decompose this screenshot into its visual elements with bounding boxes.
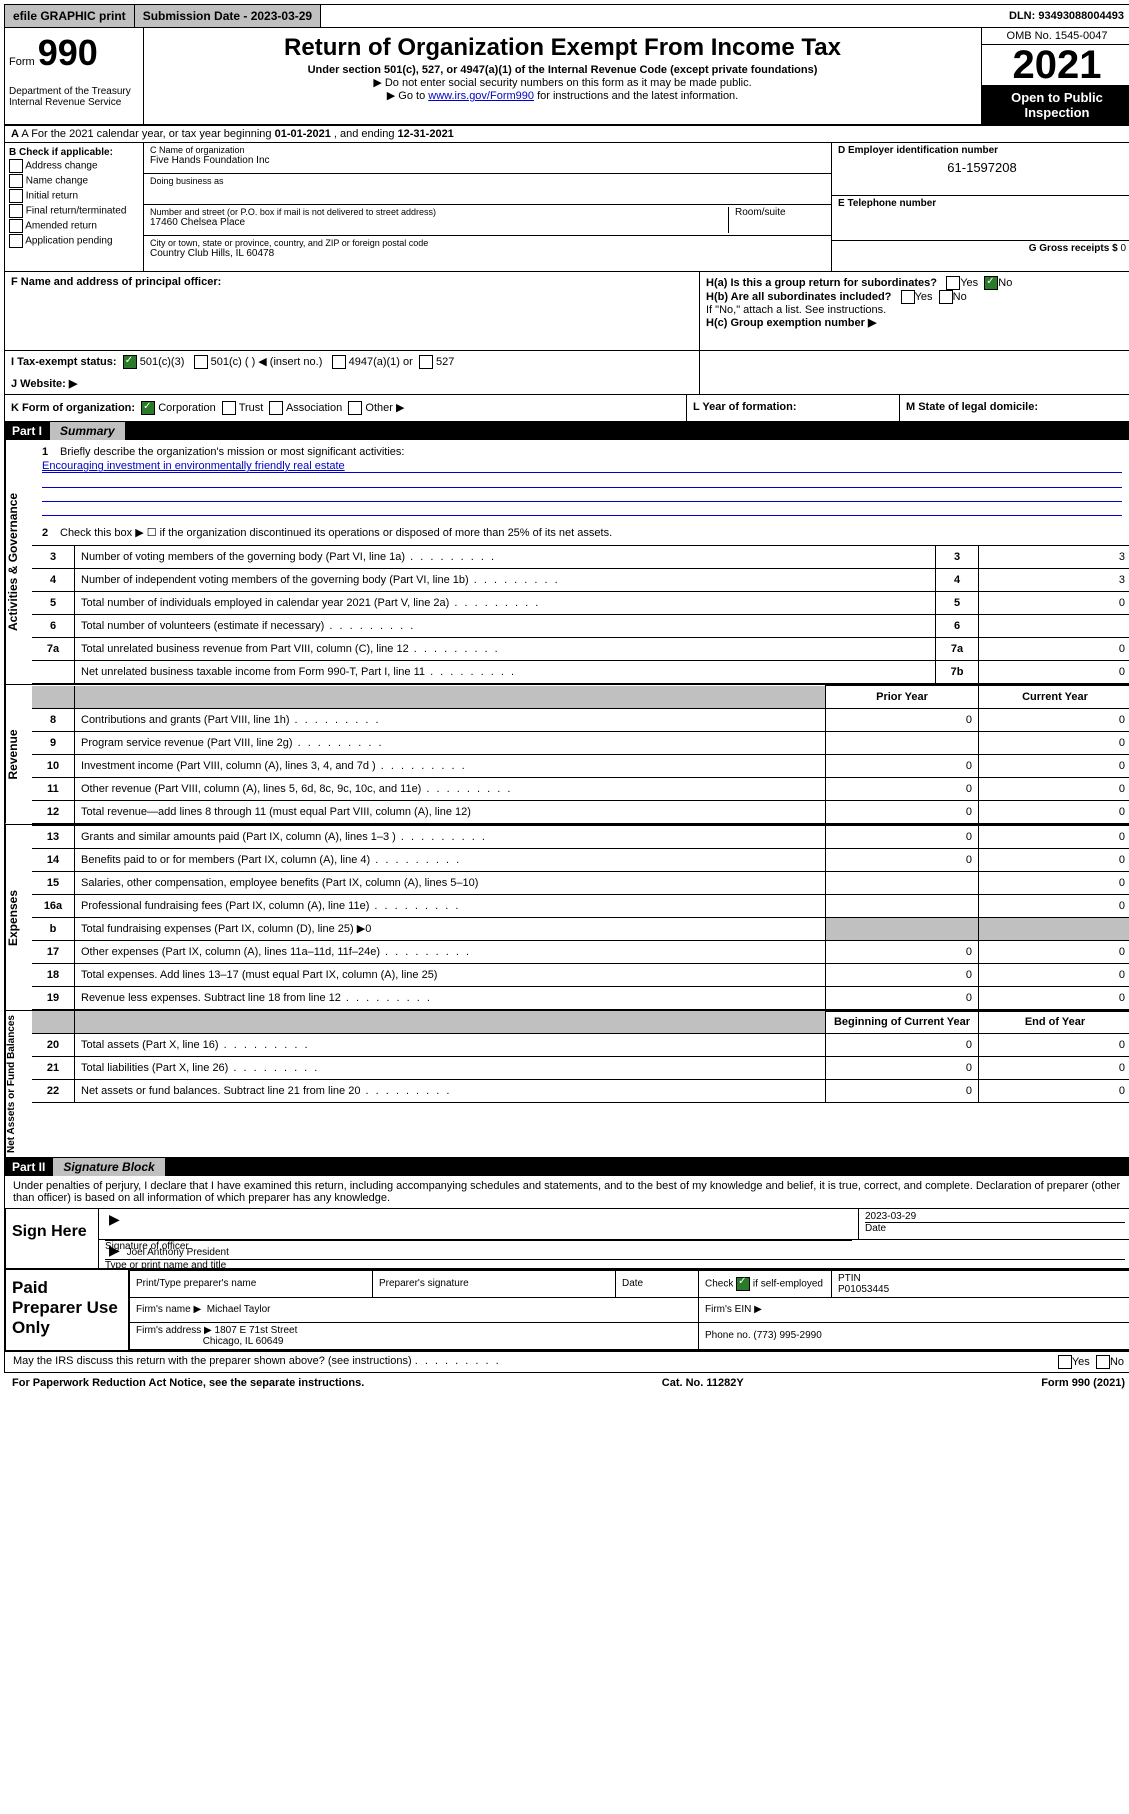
dln: DLN: 93493088004493 xyxy=(1001,5,1129,27)
section-bcdefg: B Check if applicable: Address change Na… xyxy=(4,143,1129,272)
form-number: 990 xyxy=(38,32,98,73)
efile-button[interactable]: efile GRAPHIC print xyxy=(5,5,135,27)
org-name: Five Hands Foundation Inc xyxy=(150,155,825,166)
form-label: Form xyxy=(9,56,35,68)
table-row: 19Revenue less expenses. Subtract line 1… xyxy=(32,986,1129,1009)
table-row: 4Number of independent voting members of… xyxy=(32,569,1129,592)
expenses-section: Expenses 13Grants and similar amounts pa… xyxy=(4,825,1129,1011)
box-h: H(a) Is this a group return for subordin… xyxy=(699,272,1129,350)
open-public: Open to Public Inspection xyxy=(982,86,1129,124)
revenue-table: Prior YearCurrent Year 8Contributions an… xyxy=(32,685,1129,824)
arrow-icon: ▶ xyxy=(105,1242,124,1258)
preparer-table: Print/Type preparer's name Preparer's si… xyxy=(129,1270,1129,1350)
expenses-table: 13Grants and similar amounts paid (Part … xyxy=(32,825,1129,1010)
subtitle-2: ▶ Do not enter social security numbers o… xyxy=(152,76,973,89)
section-fh: F Name and address of principal officer:… xyxy=(4,272,1129,351)
table-row: 9Program service revenue (Part VIII, lin… xyxy=(32,731,1129,754)
side-expenses: Expenses xyxy=(5,825,32,1010)
table-row: 5Total number of individuals employed in… xyxy=(32,592,1129,615)
table-row: 22Net assets or fund balances. Subtract … xyxy=(32,1080,1129,1103)
declaration-text: Under penalties of perjury, I declare th… xyxy=(4,1176,1129,1209)
table-row: 15Salaries, other compensation, employee… xyxy=(32,871,1129,894)
table-row: 14Benefits paid to or for members (Part … xyxy=(32,848,1129,871)
table-row: 20Total assets (Part X, line 16)00 xyxy=(32,1034,1129,1057)
firm-name: Michael Taylor xyxy=(207,1304,271,1315)
gross-receipts: 0 xyxy=(1120,243,1126,254)
subtitle-1: Under section 501(c), 527, or 4947(a)(1)… xyxy=(152,64,973,76)
preparer-label: Paid Preparer Use Only xyxy=(6,1270,129,1350)
box-b: B Check if applicable: Address change Na… xyxy=(5,143,144,271)
table-row: 21Total liabilities (Part X, line 26)00 xyxy=(32,1057,1129,1080)
table-row: 13Grants and similar amounts paid (Part … xyxy=(32,825,1129,848)
form-header: Form 990 Department of the Treasury Inte… xyxy=(4,28,1129,126)
firm-phone: (773) 995-2990 xyxy=(753,1330,821,1341)
dept-treasury: Department of the Treasury xyxy=(9,86,139,97)
box-f: F Name and address of principal officer: xyxy=(5,272,699,350)
officer-name: Joel Anthony President xyxy=(127,1247,229,1258)
revenue-section: Revenue Prior YearCurrent Year 8Contribu… xyxy=(4,685,1129,825)
irs-label: Internal Revenue Service xyxy=(9,97,139,108)
governance-section: Activities & Governance 1Briefly describ… xyxy=(4,440,1129,685)
ptin: P01053445 xyxy=(838,1284,889,1295)
side-revenue: Revenue xyxy=(5,685,32,824)
form-title: Return of Organization Exempt From Incom… xyxy=(152,34,973,62)
subtitle-3: ▶ Go to www.irs.gov/Form990 for instruct… xyxy=(152,89,973,102)
tax-year: 2021 xyxy=(982,45,1129,86)
ein: 61-1597208 xyxy=(838,160,1126,175)
irs-link[interactable]: www.irs.gov/Form990 xyxy=(428,90,534,102)
sign-here-label: Sign Here xyxy=(6,1209,99,1268)
table-row: 18Total expenses. Add lines 13–17 (must … xyxy=(32,963,1129,986)
top-bar: efile GRAPHIC print Submission Date - 20… xyxy=(4,4,1129,28)
discuss-line: May the IRS discuss this return with the… xyxy=(4,1352,1129,1373)
firm-address1: 1807 E 71st Street xyxy=(215,1325,298,1336)
mission-block: 1Briefly describe the organization's mis… xyxy=(32,440,1129,545)
sign-block: Sign Here ▶ Signature of officer 2023-03… xyxy=(4,1209,1129,1270)
mission-text[interactable]: Encouraging investment in environmentall… xyxy=(42,460,1122,473)
firm-address2: Chicago, IL 60649 xyxy=(203,1336,284,1347)
section-ij: I Tax-exempt status: 501(c)(3) 501(c) ( … xyxy=(4,351,1129,395)
submission-date: Submission Date - 2023-03-29 xyxy=(135,5,321,27)
arrow-icon: ▶ xyxy=(105,1211,124,1227)
governance-table: 3Number of voting members of the governi… xyxy=(32,545,1129,684)
side-governance: Activities & Governance xyxy=(5,440,32,684)
table-row: 10Investment income (Part VIII, column (… xyxy=(32,754,1129,777)
table-row: Net unrelated business taxable income fr… xyxy=(32,661,1129,684)
part1-header: Part ISummary xyxy=(4,422,1129,440)
table-row: 6Total number of volunteers (estimate if… xyxy=(32,615,1129,638)
footer-line: For Paperwork Reduction Act Notice, see … xyxy=(4,1373,1129,1393)
header-left: Form 990 Department of the Treasury Inte… xyxy=(5,28,144,124)
part2-header: Part IISignature Block xyxy=(4,1158,1129,1176)
table-row: 17Other expenses (Part IX, column (A), l… xyxy=(32,940,1129,963)
section-klm: K Form of organization: Corporation Trus… xyxy=(4,395,1129,422)
table-row: 11Other revenue (Part VIII, column (A), … xyxy=(32,777,1129,800)
header-right: OMB No. 1545-0047 2021 Open to Public In… xyxy=(981,28,1129,124)
table-row: 7aTotal unrelated business revenue from … xyxy=(32,638,1129,661)
table-row: 12Total revenue—add lines 8 through 11 (… xyxy=(32,800,1129,823)
box-deg: D Employer identification number 61-1597… xyxy=(831,143,1129,271)
header-mid: Return of Organization Exempt From Incom… xyxy=(144,28,981,124)
street-address: 17460 Chelsea Place xyxy=(150,217,728,228)
netassets-table: Beginning of Current YearEnd of Year 20T… xyxy=(32,1011,1129,1104)
table-row: 8Contributions and grants (Part VIII, li… xyxy=(32,708,1129,731)
city-state-zip: Country Club Hills, IL 60478 xyxy=(150,248,825,259)
table-row: 16aProfessional fundraising fees (Part I… xyxy=(32,894,1129,917)
preparer-block: Paid Preparer Use Only Print/Type prepar… xyxy=(4,1270,1129,1352)
side-netassets: Net Assets or Fund Balances xyxy=(5,1011,32,1157)
box-c: C Name of organization Five Hands Founda… xyxy=(144,143,831,271)
table-row: bTotal fundraising expenses (Part IX, co… xyxy=(32,917,1129,940)
table-row: 3Number of voting members of the governi… xyxy=(32,546,1129,569)
line-a: A A For the 2021 calendar year, or tax y… xyxy=(4,126,1129,143)
netassets-section: Net Assets or Fund Balances Beginning of… xyxy=(4,1011,1129,1158)
sign-date: 2023-03-29 xyxy=(865,1211,1125,1222)
